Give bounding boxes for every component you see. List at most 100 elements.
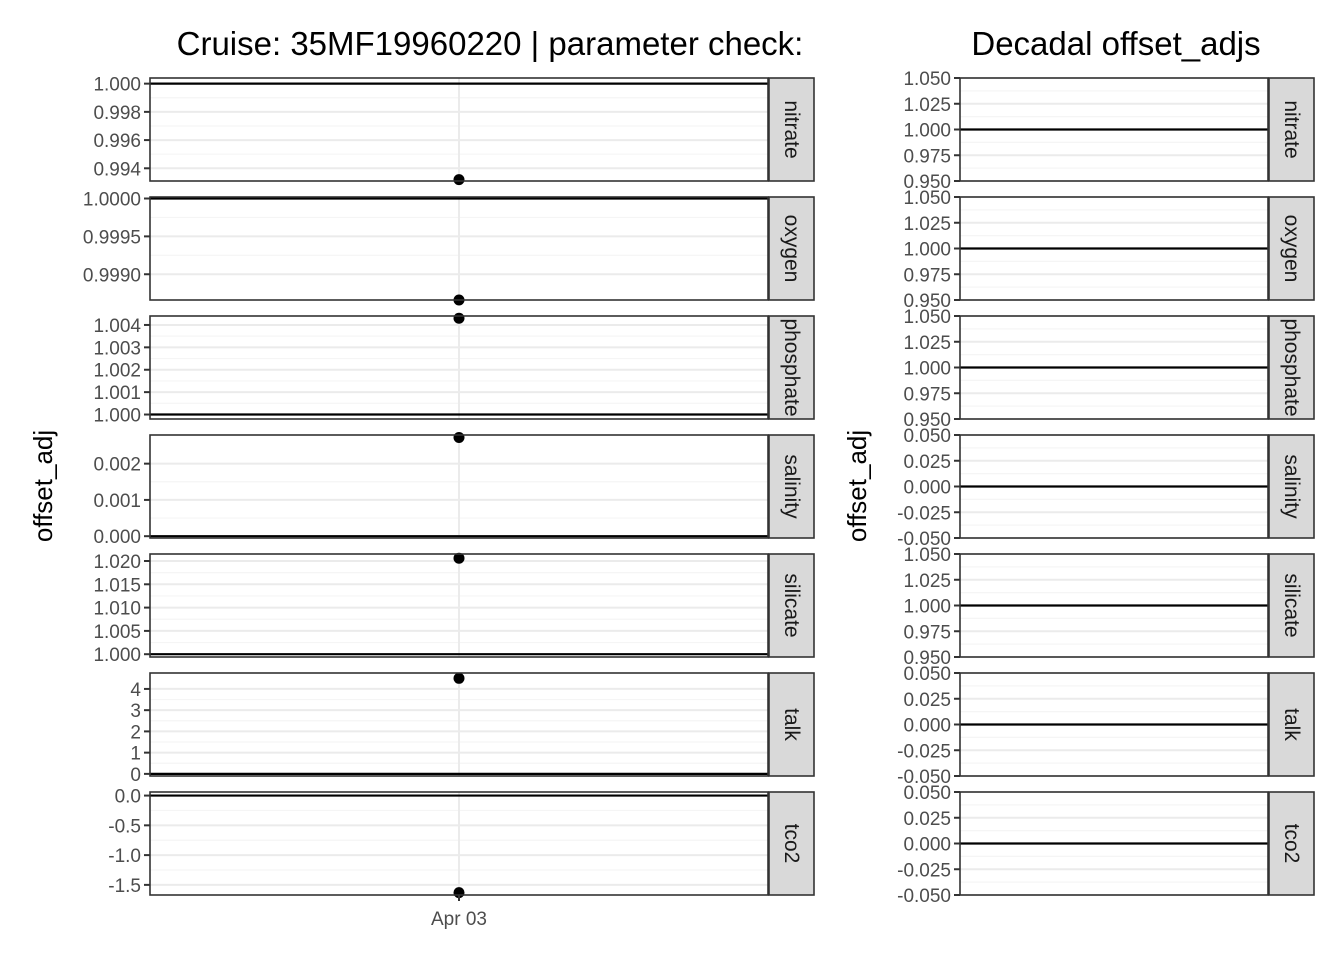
panel-border	[959, 196, 1269, 301]
y-tick-label: 0.050	[903, 426, 951, 447]
y-tick-label: 1.000	[903, 121, 951, 142]
y-tick-label: 1.000	[903, 359, 951, 380]
panel-border	[959, 434, 1269, 539]
facet-strip	[768, 196, 815, 301]
y-tick-label: 0.025	[903, 809, 951, 830]
y-tick-label: 1.000	[903, 240, 951, 261]
right-chart-title: Decadal offset_adjs	[971, 25, 1260, 62]
y-tick-label: 1.015	[93, 575, 141, 596]
right-facet-talk: 0.050 0.025 0.000 -0.025 -0.050 talk	[897, 664, 1315, 788]
facet-strip-label: nitrate	[1280, 100, 1303, 158]
left-facet-salinity: 0.002 0.001 0.000 salinity	[93, 432, 815, 548]
y-tick-label: 0.9995	[83, 227, 141, 248]
data-point	[453, 672, 465, 684]
y-tick-label: -0.025	[897, 503, 951, 524]
y-tick-label: 1.025	[903, 95, 951, 116]
right-facet-oxygen: 1.050 1.025 1.000 0.975 0.950 oxygen	[903, 188, 1315, 312]
right-facet-phosphate: 1.050 1.025 1.000 0.975 0.950 phosphate	[903, 307, 1315, 431]
facet-strip	[768, 672, 815, 777]
facet-strip-label: salinity	[1280, 454, 1303, 519]
facet-strip	[1268, 434, 1315, 539]
facet-strip-label: tco2	[1280, 824, 1303, 864]
y-tick-label: 1.003	[93, 338, 141, 359]
y-tick-label: 1.000	[93, 75, 141, 96]
y-tick-label: 0.0	[115, 787, 141, 808]
facet-strip-label: silicate	[780, 573, 803, 637]
y-tick-label: 1.050	[903, 307, 951, 328]
right-facet-silicate: 1.050 1.025 1.000 0.975 0.950 silicate	[903, 545, 1315, 669]
facet-strip-label: talk	[1280, 708, 1303, 741]
y-tick-label: 1.010	[93, 599, 141, 620]
facet-strip-label: oxygen	[1280, 215, 1303, 283]
data-point	[453, 552, 465, 564]
facet-strip-label: tco2	[780, 824, 803, 864]
panel-border	[149, 315, 769, 420]
right-facet-nitrate: 1.050 1.025 1.000 0.975 0.950 nitrate	[903, 69, 1315, 193]
y-tick-label: 0.950	[903, 291, 951, 312]
right-facet-salinity: 0.050 0.025 0.000 -0.025 -0.050 salinity	[897, 426, 1315, 550]
y-tick-label: 0.000	[93, 527, 141, 548]
y-tick-label: -0.050	[897, 529, 951, 550]
y-tick-label: 0.950	[903, 172, 951, 193]
y-tick-label: -0.050	[897, 886, 951, 907]
facet-strip-label: oxygen	[780, 215, 803, 283]
left-facet-tco2: 0.0 -0.5 -1.0 -1.5 tco2	[108, 787, 815, 899]
panel-border	[959, 672, 1269, 777]
left-facet-oxygen: 1.0000 0.9995 0.9990 oxygen	[83, 190, 815, 306]
y-tick-label: 0.002	[93, 455, 141, 476]
y-tick-label: 0.996	[93, 131, 141, 152]
y-tick-label: 1.020	[93, 552, 141, 573]
x-tick-label: Apr 03	[431, 909, 487, 930]
facet-strip	[768, 434, 815, 539]
y-tick-label: 0.000	[903, 478, 951, 499]
y-tick-label: 1	[130, 744, 141, 765]
left-y-axis-title: offset_adj	[28, 430, 58, 542]
y-tick-label: 0.975	[903, 265, 951, 286]
facet-strip	[768, 315, 815, 420]
facet-strip	[1268, 315, 1315, 420]
y-tick-label: 0.975	[903, 146, 951, 167]
facet-strip	[1268, 791, 1315, 896]
y-tick-label: -0.050	[897, 767, 951, 788]
y-tick-label: 1.025	[903, 214, 951, 235]
y-tick-label: 1.025	[903, 571, 951, 592]
y-tick-label: -0.025	[897, 860, 951, 881]
y-tick-label: 1.000	[93, 645, 141, 666]
right-facet-tco2: 0.050 0.025 0.000 -0.025 -0.050 tco2	[897, 783, 1315, 907]
facet-strip	[1268, 196, 1315, 301]
y-tick-label: 1.050	[903, 69, 951, 90]
left-chart-title: Cruise: 35MF19960220 | parameter check:	[177, 25, 804, 62]
y-tick-label: 0.025	[903, 690, 951, 711]
y-tick-label: 1.050	[903, 188, 951, 209]
panel-border	[959, 791, 1269, 896]
y-tick-label: 1.025	[903, 333, 951, 354]
panel-border	[959, 77, 1269, 182]
y-tick-label: 0.998	[93, 103, 141, 124]
panel-border	[959, 553, 1269, 658]
facet-strip-label: salinity	[780, 454, 803, 519]
facet-strip-label: talk	[780, 708, 803, 741]
right-facet-grid: 1.0501.0251.0000.9750.950nitrate1.0501.0…	[897, 69, 1315, 907]
facet-strip	[1268, 672, 1315, 777]
y-tick-label: 0.050	[903, 664, 951, 685]
left-facet-nitrate: 1.000 0.998 0.996 0.994 nitrate	[93, 75, 815, 186]
facet-strip-label: phosphate	[780, 318, 803, 416]
data-point	[453, 312, 465, 324]
y-tick-label: 1.005	[93, 622, 141, 643]
panel-border	[149, 77, 769, 182]
panel-border	[959, 315, 1269, 420]
y-tick-label: 0.950	[903, 410, 951, 431]
y-tick-label: 3	[130, 701, 141, 722]
y-tick-label: 0.975	[903, 622, 951, 643]
left-facet-grid: 1.0000.9980.9960.994nitrate1.00000.99950…	[83, 75, 815, 930]
y-tick-label: 0.001	[93, 491, 141, 512]
y-tick-label: 0.000	[903, 716, 951, 737]
y-tick-label: -0.025	[897, 741, 951, 762]
y-tick-label: 1.000	[93, 406, 141, 427]
y-tick-label: 1.0000	[83, 190, 141, 211]
y-tick-label: 0	[130, 765, 141, 786]
y-tick-label: -0.5	[108, 816, 141, 837]
